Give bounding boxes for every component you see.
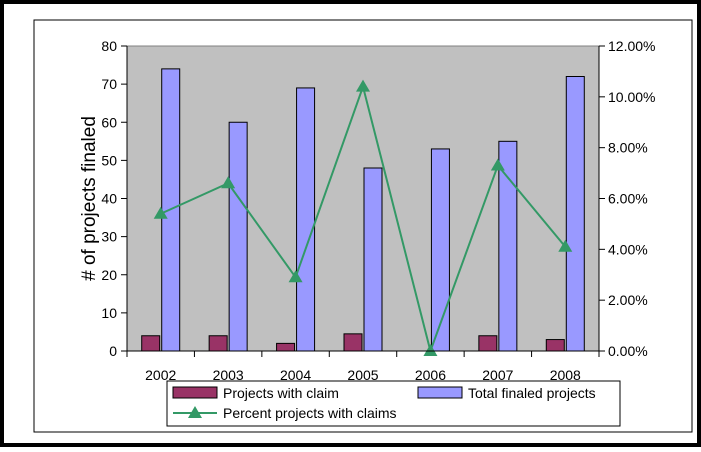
y-tick-label-60: 60: [101, 114, 117, 130]
y-tick-label-40: 40: [101, 191, 117, 207]
x-tick-label-2003: 2003: [213, 367, 244, 383]
x-tick-label-2007: 2007: [482, 367, 513, 383]
y-tick-label-30: 30: [101, 229, 117, 245]
legend: Projects with claim Total finaled project…: [172, 385, 596, 421]
y-tick-label-70: 70: [101, 76, 117, 92]
y2-tick-label-0.00%: 0.00%: [608, 343, 648, 359]
y2-tick-label-8.00%: 8.00%: [608, 140, 648, 156]
bar-total-finaled-2008: [565, 76, 585, 352]
bar-projects-with-claim-2003: [208, 335, 228, 352]
y-tick-label-80: 80: [101, 38, 117, 54]
y-tick-label-50: 50: [101, 152, 117, 168]
x-tick-label-2002: 2002: [145, 367, 176, 383]
bar-projects-with-claim-2005: [343, 333, 363, 352]
marker-percent-2007: [490, 158, 505, 171]
y2-tick-label-4.00%: 4.00%: [608, 241, 648, 257]
bar-projects-with-claim-2007: [478, 335, 498, 352]
bar-total-finaled-2004: [296, 87, 316, 352]
y2-tick-label-12.00%: 12.00%: [608, 38, 655, 54]
y2-tick-label-2.00%: 2.00%: [608, 292, 648, 308]
axes-layer: 0 10 20 30 40 50 60 70 80 0.00% 2.00% 4.00% 6.00% 8.0…: [101, 38, 655, 383]
line-layer: [153, 79, 573, 356]
bar-projects-with-claim-2008: [545, 339, 565, 352]
bar-projects-with-claim-2002: [141, 335, 161, 352]
bar-total-finaled-2005: [363, 167, 383, 352]
y2-tick-label-10.00%: 10.00%: [608, 89, 655, 105]
bar-total-finaled-2003: [228, 121, 248, 352]
legend-box: [166, 380, 621, 427]
y-tick-label-0: 0: [109, 343, 117, 359]
marker-percent-2003: [221, 176, 236, 189]
marker-percent-2006: [423, 344, 438, 356]
plot-area: [126, 45, 600, 352]
x-tick-label-2004: 2004: [280, 367, 311, 383]
y2-tick-label-6.00%: 6.00%: [608, 191, 648, 207]
x-tick-label-2008: 2008: [550, 367, 581, 383]
legend-label-total-finaled-projects: Total finaled projects: [468, 385, 596, 401]
y-tick-label-10: 10: [101, 305, 117, 321]
marker-percent-2004: [288, 270, 303, 283]
legend-label-projects-with-claim: Projects with claim: [223, 385, 339, 401]
marker-percent-2008: [558, 239, 573, 252]
legend-swatch-projects-with-claim: [172, 386, 218, 399]
legend-label-percent-projects-with-claims: Percent projects with claims: [223, 405, 397, 421]
y-axis-title: # of projects finaled: [79, 116, 100, 281]
x-tick-label-2005: 2005: [347, 367, 378, 383]
bars-layer: [141, 68, 585, 352]
legend-marker-percent-projects-with-claims: [188, 406, 202, 418]
y-tick-label-20: 20: [101, 267, 117, 283]
legend-swatch-total-finaled-projects: [417, 386, 463, 399]
marker-percent-2002: [153, 206, 168, 219]
x-tick-label-2006: 2006: [415, 367, 446, 383]
bar-total-finaled-2007: [498, 140, 518, 352]
marker-percent-2005: [356, 79, 370, 92]
bar-projects-with-claim-2004: [276, 342, 296, 352]
